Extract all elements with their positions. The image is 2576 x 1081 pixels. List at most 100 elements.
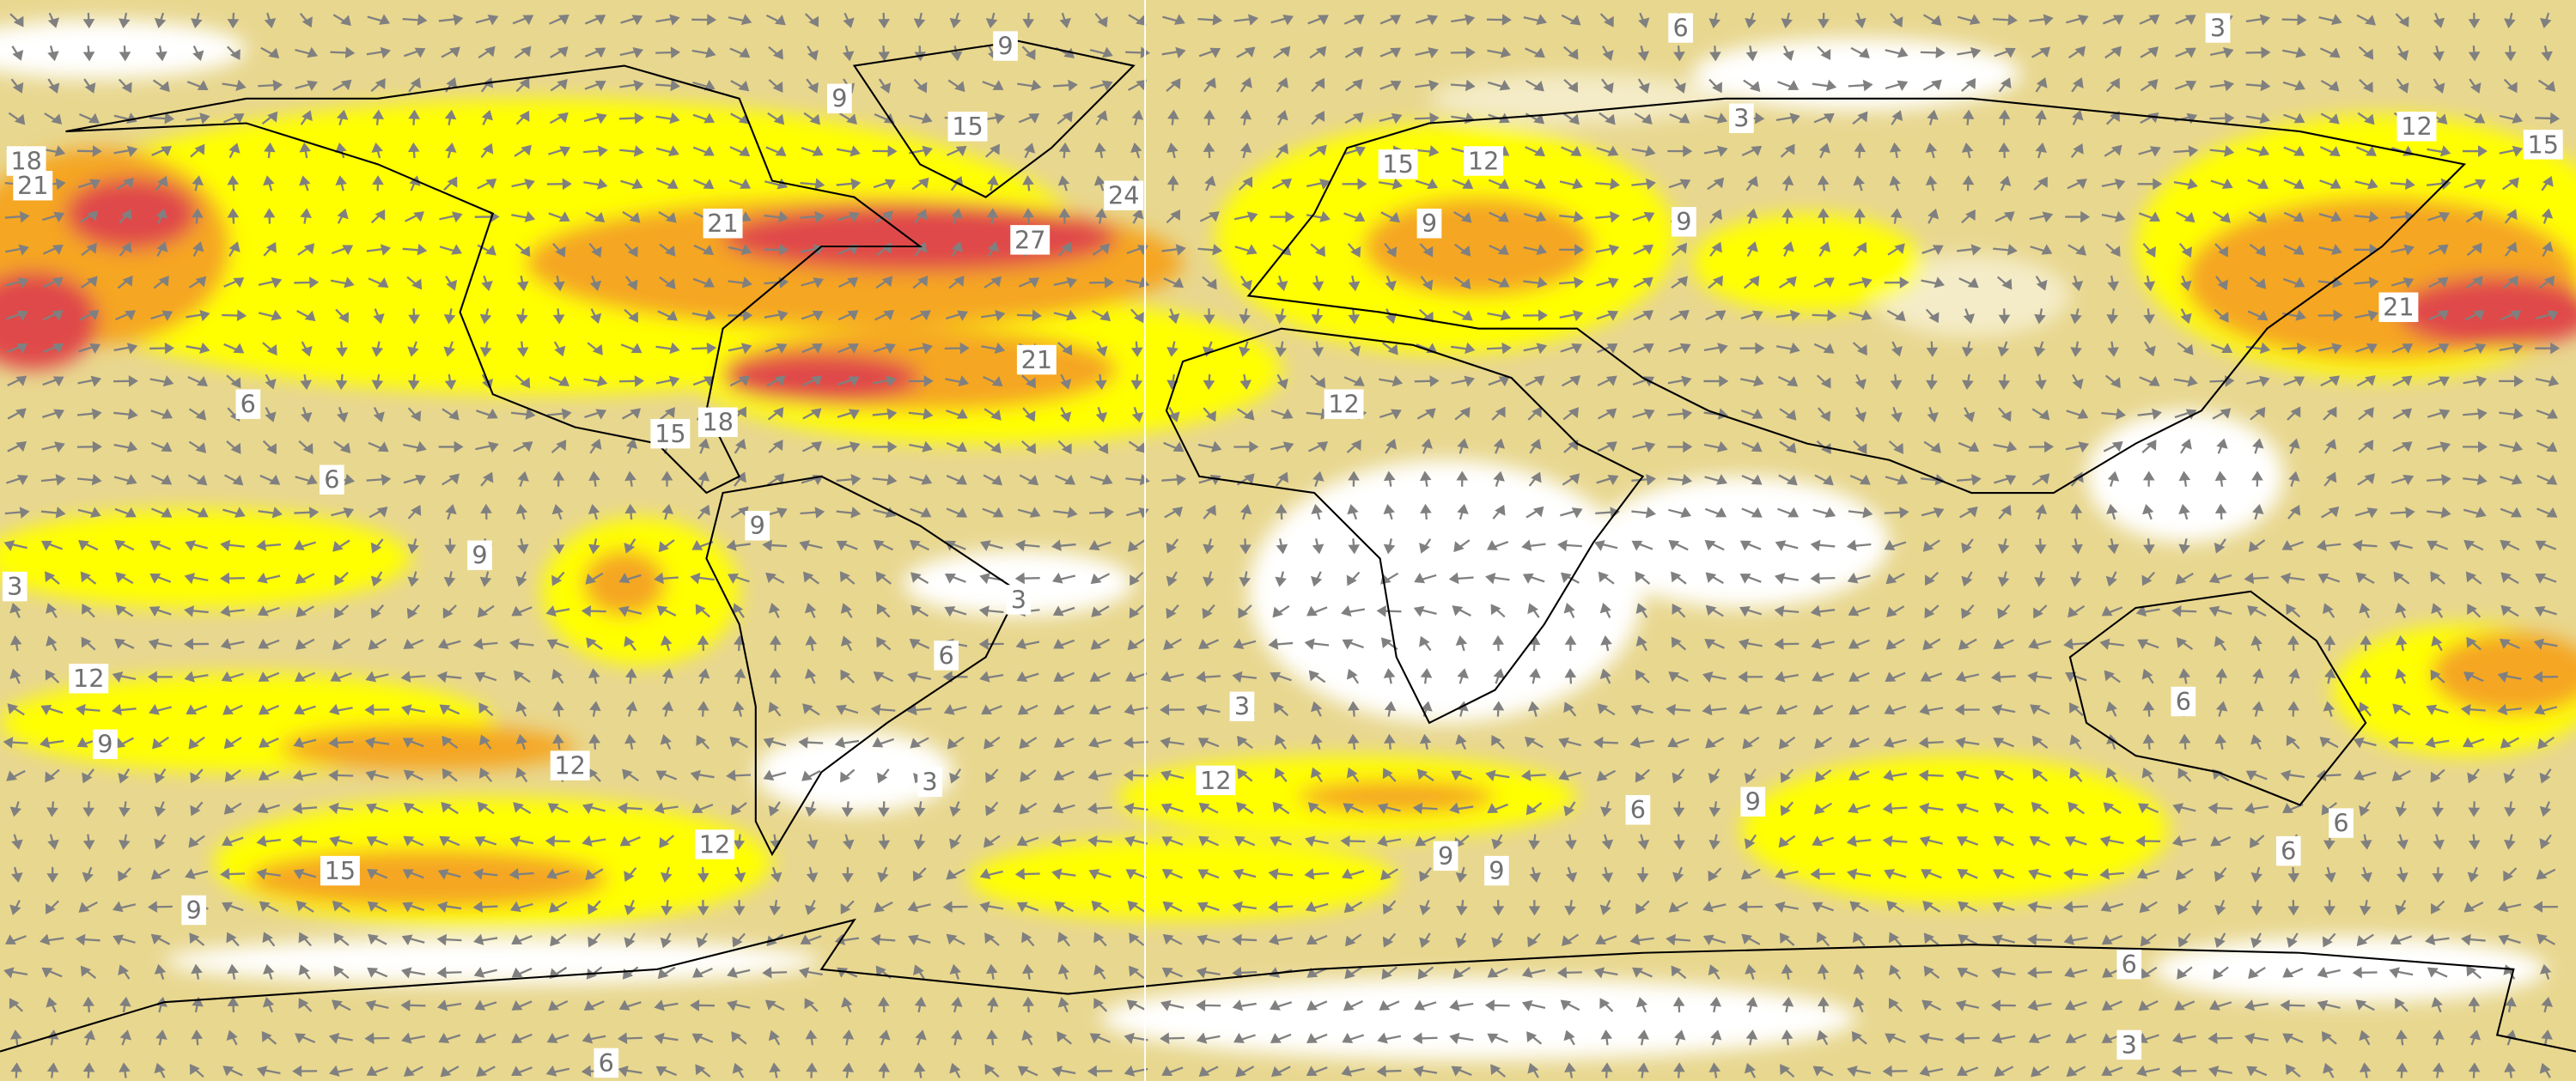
- wind-arrow: [2103, 440, 2123, 452]
- wind-arrow: [2283, 112, 2305, 124]
- wind-arrow: [2317, 999, 2341, 1011]
- wind-arrow: [2431, 603, 2444, 618]
- wind-arrow: [1991, 1032, 2016, 1044]
- wind-arrow: [2250, 932, 2262, 949]
- wind-arrow: [986, 1029, 998, 1046]
- wind-arrow: [984, 736, 1001, 750]
- wind-arrow: [2178, 503, 2190, 520]
- wind-arrow: [1051, 572, 1076, 584]
- wind-arrow: [2427, 507, 2451, 519]
- wind-arrow: [654, 572, 679, 585]
- label-box: [947, 112, 988, 142]
- wind-arrow: [226, 374, 241, 389]
- wind-arrow: [1703, 343, 1728, 355]
- wind-arrow: [1738, 671, 1763, 683]
- wind-arrow: [1128, 14, 1147, 27]
- wind-arrow: [1276, 275, 1288, 292]
- wind-arrow: [1382, 932, 1397, 948]
- wind-arrow: [1775, 112, 1800, 124]
- wind-arrow: [1708, 768, 1720, 784]
- wind-arrow: [552, 242, 566, 258]
- wind-arrow: [1853, 963, 1865, 980]
- wind-arrow: [114, 638, 135, 650]
- wind-arrow: [695, 1064, 711, 1078]
- wind-arrow: [9, 1029, 22, 1046]
- wind-arrow: [1668, 507, 1692, 518]
- wind-arrow: [367, 901, 387, 913]
- wind-arrow: [618, 999, 642, 1011]
- wind-arrow: [1961, 210, 1976, 224]
- wind-arrow: [40, 704, 64, 716]
- wind-arrow: [1810, 572, 1836, 585]
- wind-arrow: [185, 540, 209, 551]
- wind-arrow: [1345, 79, 1363, 92]
- wind-arrow: [985, 12, 998, 29]
- wind-arrow: [263, 963, 275, 980]
- wind-arrow: [401, 967, 426, 979]
- wind-arrow: [2360, 866, 2372, 883]
- wind-arrow: [1775, 309, 1801, 322]
- wind-arrow: [75, 933, 100, 946]
- wind-arrow: [3, 737, 28, 749]
- wind-arrow: [2499, 343, 2524, 355]
- wind-arrow: [223, 802, 242, 815]
- wind-arrow: [655, 79, 680, 92]
- wind-arrow: [728, 573, 750, 584]
- contour-label: 3: [1234, 692, 1250, 721]
- wind-arrow: [2099, 868, 2125, 880]
- wind-arrow: [1635, 635, 1647, 652]
- wind-arrow: [113, 375, 138, 387]
- label-box: [2205, 13, 2231, 43]
- wind-arrow: [1927, 109, 1939, 125]
- wind-arrow: [1637, 1029, 1649, 1046]
- wind-arrow: [1385, 275, 1397, 292]
- wind-arrow: [1597, 703, 1616, 716]
- wind-arrow: [222, 79, 247, 91]
- wind-arrow: [1993, 869, 2015, 880]
- wind-arrow: [371, 142, 383, 159]
- wind-arrow: [1488, 376, 1510, 387]
- wind-arrow: [800, 210, 825, 223]
- wind-arrow: [1556, 966, 1582, 979]
- wind-arrow: [2210, 835, 2232, 847]
- wind-arrow: [907, 671, 932, 683]
- wind-arrow: [1779, 276, 1797, 288]
- wind-arrow: [511, 1066, 533, 1077]
- wind-arrow: [2391, 343, 2414, 354]
- wind-arrow: [582, 835, 606, 847]
- wind-arrow: [473, 933, 498, 945]
- wind-arrow: [1128, 440, 1147, 453]
- wind-arrow: [373, 406, 385, 422]
- wind-arrow: [1233, 211, 1258, 223]
- wind-arrow: [1053, 671, 1075, 682]
- wind-arrow: [1818, 241, 1831, 257]
- wind-arrow: [112, 901, 137, 913]
- wind-arrow: [227, 12, 240, 29]
- wind-arrow: [2354, 276, 2379, 288]
- wind-arrow: [873, 375, 897, 387]
- wind-arrow: [2355, 572, 2375, 584]
- wind-arrow: [984, 276, 1002, 288]
- wind-arrow: [873, 343, 896, 355]
- wind-arrow: [2502, 275, 2518, 289]
- wind-arrow: [691, 803, 714, 813]
- wind-arrow: [1635, 900, 1650, 914]
- wind-arrow: [1852, 932, 1866, 947]
- wind-arrow: [693, 244, 714, 256]
- wind-arrow: [1166, 78, 1181, 92]
- wind-arrow: [438, 14, 464, 26]
- wind-arrow: [1343, 146, 1366, 157]
- wind-arrow: [661, 668, 674, 684]
- wind-arrow: [1781, 963, 1793, 980]
- wind-arrow: [2319, 736, 2339, 749]
- wind-arrow: [2462, 737, 2485, 748]
- wind-arrow: [442, 768, 458, 782]
- wind-arrow: [259, 901, 279, 913]
- wind-arrow: [292, 1065, 318, 1078]
- wind-arrow: [265, 406, 277, 422]
- wind-arrow: [401, 704, 426, 716]
- wind-arrow: [41, 967, 63, 978]
- wind-arrow: [2137, 639, 2159, 650]
- wind-arrow: [2028, 638, 2052, 650]
- wind-arrow: [1131, 109, 1144, 126]
